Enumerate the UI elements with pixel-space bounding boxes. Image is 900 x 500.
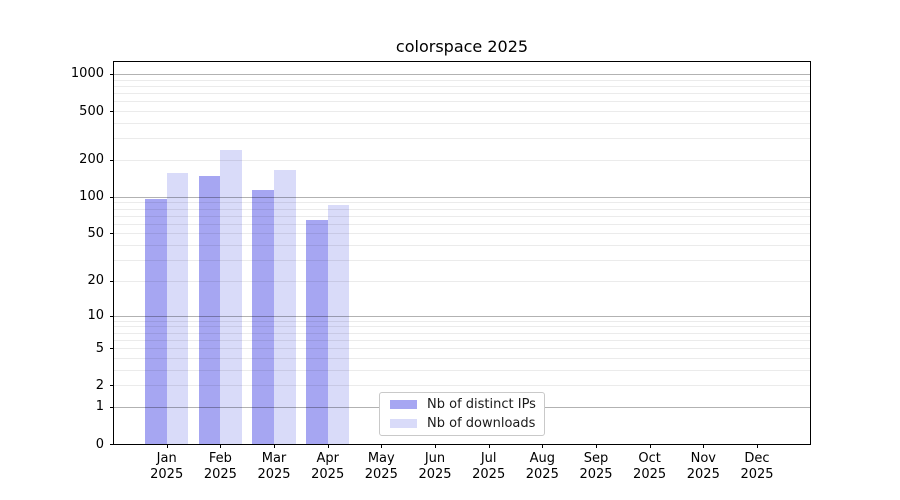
x-tick-mark — [542, 444, 544, 448]
x-tick-mark — [166, 444, 168, 448]
y-tick-label: 100 — [79, 189, 104, 205]
x-tick-mark — [327, 444, 329, 448]
x-tick-mark — [220, 444, 222, 448]
x-tick-mark — [757, 444, 758, 448]
x-tick-mark — [435, 444, 436, 448]
x-tick-label: Jul 2025 — [472, 451, 506, 482]
y-tick-label: 2 — [95, 377, 104, 393]
x-tick-label: Nov 2025 — [686, 451, 720, 482]
y-tick-label: 50 — [87, 225, 104, 241]
bar-downloads — [327, 205, 350, 444]
legend-swatch-distinct-ips — [390, 400, 417, 409]
y-tick-mark — [110, 159, 114, 161]
x-tick-label: Aug 2025 — [525, 451, 559, 482]
x-tick-label: Oct 2025 — [633, 451, 667, 482]
chart-title: colorspace 2025 — [395, 37, 529, 56]
y-tick-mark — [110, 73, 114, 75]
bar-distinct-ips — [198, 176, 221, 444]
y-tick-label: 10 — [87, 308, 104, 324]
plot-area: Nb of distinct IPs Nb of downloads — [113, 61, 811, 445]
x-tick-label: May 2025 — [364, 451, 398, 482]
x-tick-label: Apr 2025 — [311, 451, 345, 482]
bars-layer — [114, 62, 810, 444]
x-tick-mark — [703, 444, 705, 448]
y-tick-label: 5 — [95, 340, 104, 356]
x-tick-mark — [649, 444, 651, 448]
x-tick-mark — [596, 444, 597, 448]
bar-distinct-ips — [305, 219, 328, 444]
bar-distinct-ips — [144, 199, 167, 444]
x-tick-label: Jan 2025 — [150, 451, 184, 482]
x-tick-label: Jun 2025 — [418, 451, 452, 482]
legend-label: Nb of downloads — [427, 416, 536, 431]
legend: Nb of distinct IPs Nb of downloads — [379, 392, 545, 436]
legend-label: Nb of distinct IPs — [427, 397, 536, 412]
y-tick-mark — [110, 315, 114, 317]
y-tick-mark — [110, 444, 114, 445]
bar-downloads — [220, 150, 243, 444]
y-tick-label: 0 — [95, 436, 104, 452]
x-tick-label: Mar 2025 — [257, 451, 291, 482]
y-tick-label: 500 — [79, 103, 104, 119]
x-tick-label: Sep 2025 — [579, 451, 613, 482]
y-tick-label: 1000 — [70, 66, 104, 82]
y-tick-mark — [110, 406, 114, 408]
y-tick-mark — [110, 233, 114, 235]
y-tick-mark — [110, 385, 114, 387]
y-tick-mark — [110, 348, 114, 349]
legend-swatch-downloads — [390, 419, 417, 428]
x-tick-mark — [488, 444, 490, 448]
legend-item-downloads: Nb of downloads — [388, 416, 536, 431]
y-tick-label: 200 — [79, 152, 104, 168]
x-tick-label: Dec 2025 — [740, 451, 774, 482]
bar-downloads — [274, 169, 296, 444]
legend-item-distinct-ips: Nb of distinct IPs — [388, 397, 536, 412]
x-tick-mark — [381, 444, 383, 448]
y-tick-label: 1 — [95, 399, 104, 415]
x-tick-mark — [274, 444, 275, 448]
y-tick-mark — [110, 280, 114, 282]
bar-distinct-ips — [252, 189, 274, 444]
y-tick-label: 20 — [87, 273, 104, 289]
bar-downloads — [166, 172, 189, 444]
y-tick-mark — [110, 111, 114, 112]
x-tick-label: Feb 2025 — [203, 451, 237, 482]
y-tick-mark — [110, 196, 114, 198]
